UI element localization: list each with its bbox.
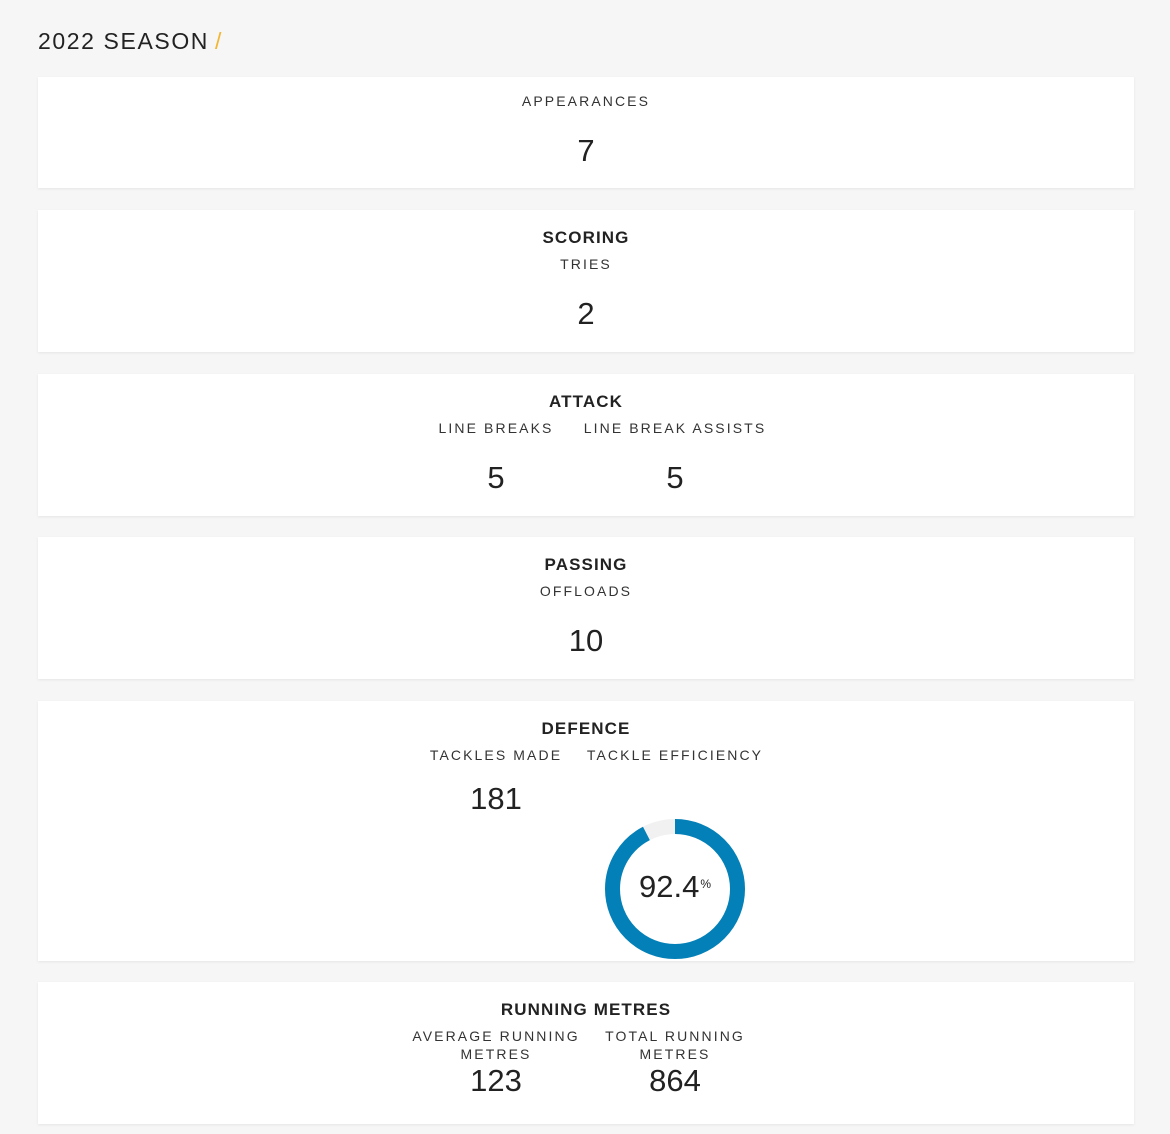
appearances-card: APPEARANCES 7 [38, 77, 1134, 188]
ring-fill [605, 819, 745, 959]
total-running-metres-label-line1: TOTAL RUNNING [605, 1028, 745, 1044]
average-running-metres-value: 123 [470, 1063, 522, 1098]
tackle-efficiency-stat: TACKLE EFFICIENCY [575, 746, 775, 764]
defence-title: DEFENCE [541, 719, 631, 738]
line-breaks-label: LINE BREAKS [438, 420, 554, 436]
tackles-made-label: TACKLES MADE [429, 747, 563, 763]
running-metres-title: RUNNING METRES [500, 1000, 672, 1019]
tackles-made-stat: TACKLES MADE 181 [406, 746, 586, 817]
average-running-metres-stat: AVERAGE RUNNING METRES 123 [406, 1027, 586, 1099]
passing-title: PASSING [544, 555, 628, 574]
tackle-efficiency-unit: % [700, 877, 711, 891]
tackles-made-value: 181 [470, 781, 522, 816]
line-breaks-stat: LINE BREAKS 5 [406, 419, 586, 496]
defence-card: DEFENCE TACKLES MADE 181 TACKLE EFFICIEN… [38, 701, 1134, 961]
attack-title: ATTACK [549, 392, 623, 411]
season-title-text: 2022 SEASON [38, 27, 210, 54]
tackle-efficiency-ring: 92.4% [605, 819, 745, 959]
passing-card: PASSING OFFLOADS 10 [38, 537, 1134, 679]
tackle-efficiency-readout: 92.4% [605, 869, 745, 905]
appearances-value: 7 [577, 133, 595, 168]
tries-stat: TRIES 2 [486, 255, 686, 332]
offloads-stat: OFFLOADS 10 [486, 582, 686, 659]
appearances-stat: APPEARANCES 7 [486, 92, 686, 169]
offloads-value: 10 [568, 623, 604, 658]
season-title: 2022 SEASON / [38, 26, 1134, 56]
line-break-assists-label: LINE BREAK ASSISTS [583, 420, 767, 436]
scoring-title: SCORING [542, 228, 630, 247]
tackle-efficiency-value: 92.4 [638, 869, 700, 904]
line-break-assists-value: 5 [666, 460, 684, 495]
running-metres-card: RUNNING METRES AVERAGE RUNNING METRES 12… [38, 982, 1134, 1124]
line-break-assists-stat: LINE BREAK ASSISTS 5 [575, 419, 775, 496]
total-running-metres-stat: TOTAL RUNNING METRES 864 [575, 1027, 775, 1099]
total-running-metres-label-line2: METRES [639, 1046, 711, 1062]
tackle-efficiency-ring-svg [605, 819, 745, 959]
average-running-metres-label-line1: AVERAGE RUNNING [412, 1028, 580, 1044]
attack-card: ATTACK LINE BREAKS 5 LINE BREAK ASSISTS … [38, 374, 1134, 516]
total-running-metres-value: 864 [649, 1063, 701, 1098]
season-stats-page: 2022 SEASON / APPEARANCES 7 SCORING TRIE… [38, 26, 1134, 1124]
line-breaks-value: 5 [487, 460, 505, 495]
offloads-label: OFFLOADS [539, 583, 633, 599]
tackle-efficiency-label: TACKLE EFFICIENCY [586, 747, 764, 763]
tries-value: 2 [577, 296, 595, 331]
average-running-metres-label-line2: METRES [460, 1046, 532, 1062]
scoring-card: SCORING TRIES 2 [38, 210, 1134, 352]
season-title-slash: / [215, 27, 224, 54]
tries-label: TRIES [560, 256, 612, 272]
appearances-label: APPEARANCES [521, 93, 651, 109]
